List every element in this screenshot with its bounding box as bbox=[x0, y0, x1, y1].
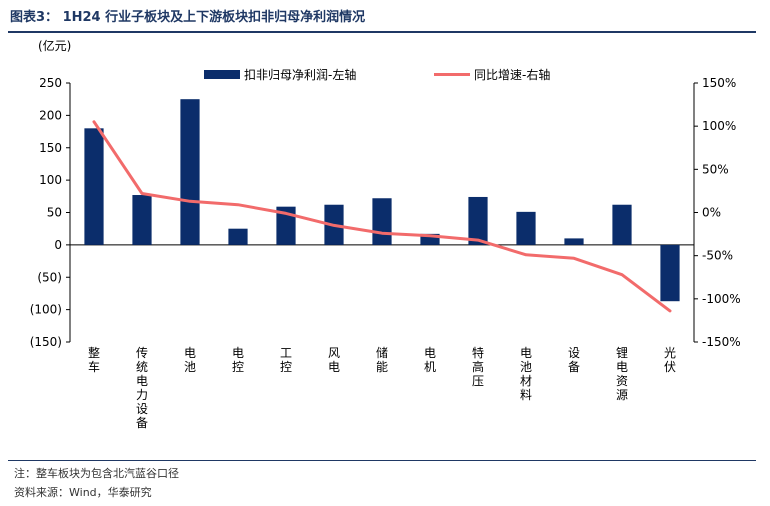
title-divider bbox=[8, 31, 756, 33]
left-tick-label: 250 bbox=[39, 76, 62, 90]
left-tick-label: (50) bbox=[37, 270, 62, 284]
bar-2 bbox=[132, 195, 152, 245]
legend-bar-label: 扣非归母净利润-左轴 bbox=[244, 67, 356, 82]
category-label-13: 光伏 bbox=[664, 346, 676, 374]
left-tick-label: (150) bbox=[30, 335, 62, 349]
right-tick-label: 50% bbox=[702, 162, 729, 176]
left-tick-label: 0 bbox=[54, 238, 62, 252]
bar-13 bbox=[660, 244, 680, 302]
category-label-1: 整车 bbox=[88, 345, 100, 374]
category-label-7: 储能 bbox=[376, 345, 388, 374]
bar-7 bbox=[372, 198, 392, 245]
category-label-6: 风电 bbox=[328, 346, 340, 374]
right-tick-label: -50% bbox=[702, 249, 733, 263]
category-label-4: 电控 bbox=[232, 346, 244, 374]
right-tick-label: 0% bbox=[702, 206, 721, 220]
bar-1 bbox=[84, 128, 104, 245]
bar-11 bbox=[564, 238, 584, 245]
bar-12 bbox=[612, 204, 632, 245]
legend-bar-swatch bbox=[204, 70, 240, 79]
right-tick-label: 150% bbox=[702, 76, 736, 90]
bar-3 bbox=[180, 99, 200, 245]
category-label-3: 电池 bbox=[184, 346, 196, 374]
category-label-12: 锂电资源 bbox=[616, 345, 628, 402]
left-tick-label: 150 bbox=[39, 141, 62, 155]
category-label-8: 电机 bbox=[424, 346, 436, 374]
right-tick-label: -100% bbox=[702, 292, 741, 306]
category-label-9: 特高压 bbox=[472, 345, 484, 388]
left-axis-unit: (亿元) bbox=[38, 38, 71, 53]
right-tick-label: 100% bbox=[702, 119, 736, 133]
legend-line-label: 同比增速-右轴 bbox=[474, 67, 550, 82]
chart: (亿元) (150) (100) (50) 0 50 100 150 200 250 -150% -1… bbox=[30, 38, 741, 430]
right-tick-label: -150% bbox=[702, 335, 741, 349]
bar-10 bbox=[516, 211, 536, 245]
left-tick-label: (100) bbox=[30, 303, 62, 317]
bar-9 bbox=[468, 196, 488, 245]
left-tick-label: 50 bbox=[47, 206, 62, 220]
category-label-10: 电池材料 bbox=[520, 346, 532, 402]
category-label-2: 传统电力设备 bbox=[136, 345, 148, 430]
footnote: 注：整车板块为包含北汽蓝谷口径 bbox=[14, 467, 179, 480]
growth-line bbox=[92, 120, 672, 313]
bar-4 bbox=[228, 228, 248, 245]
bar-8 bbox=[420, 233, 440, 245]
left-tick-label: 100 bbox=[39, 173, 62, 187]
figure-title: 图表3： 1H24 行业子板块及上下游板块扣非归母净利润情况 bbox=[10, 10, 366, 25]
category-label-5: 工控 bbox=[280, 346, 292, 374]
source-note: 资料来源：Wind，华泰研究 bbox=[14, 486, 152, 499]
left-tick-label: 200 bbox=[39, 108, 62, 122]
bar-5 bbox=[276, 206, 296, 245]
footer-divider bbox=[8, 460, 756, 461]
category-label-11: 设备 bbox=[568, 346, 580, 374]
